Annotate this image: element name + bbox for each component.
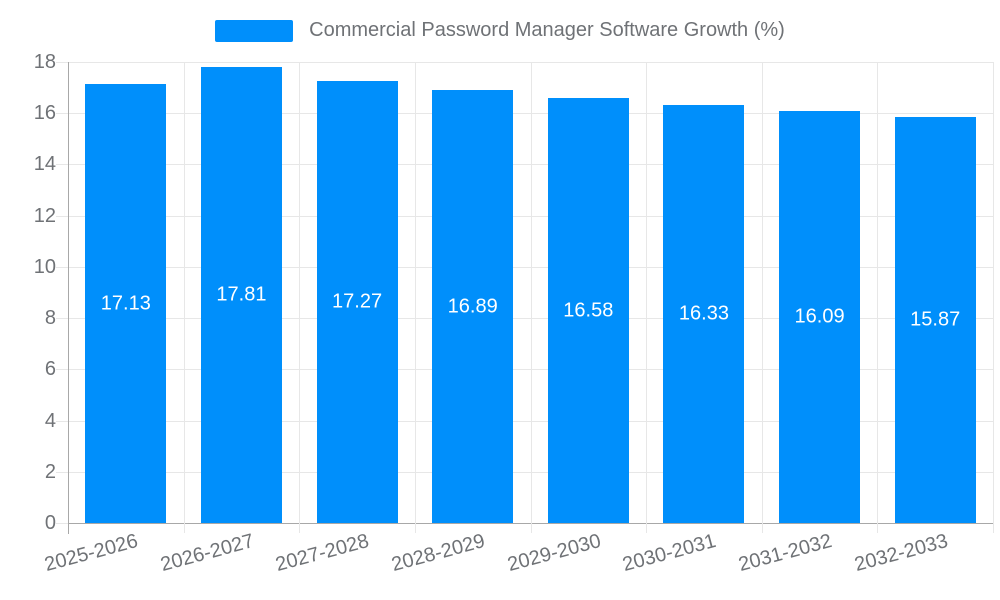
bar: 17.27 <box>316 80 398 523</box>
y-axis-tick <box>56 369 68 371</box>
x-axis-label: 2028-2029 <box>389 530 488 577</box>
y-axis-tick <box>56 164 68 166</box>
y-axis-label: 0 <box>44 512 56 534</box>
y-axis-tick <box>56 215 68 217</box>
x-axis-tick <box>761 523 763 533</box>
y-axis-tick <box>56 471 68 473</box>
bar-value-label: 17.27 <box>332 290 383 313</box>
x-axis-tick <box>183 523 185 533</box>
bar: 16.58 <box>547 98 629 523</box>
x-axis-tick <box>414 523 416 533</box>
bar: 17.81 <box>200 66 282 523</box>
x-axis-label: 2032-2033 <box>851 530 950 577</box>
legend-swatch <box>215 19 294 42</box>
legend[interactable]: Commercial Password Manager Software Gro… <box>0 19 1000 42</box>
x-axis-label: 2031-2032 <box>736 530 835 577</box>
x-gridline <box>761 62 763 523</box>
bar-value-label: 17.81 <box>216 283 267 306</box>
y-axis-tick <box>56 266 68 268</box>
x-axis-tick <box>993 523 994 533</box>
x-axis-tick <box>646 523 648 533</box>
y-axis-label: 6 <box>44 358 56 381</box>
y-axis-tick <box>56 420 68 422</box>
y-axis-tick <box>56 62 68 63</box>
bar-value-label: 16.33 <box>678 302 729 325</box>
bar: 15.87 <box>894 116 976 523</box>
x-axis-tick <box>877 523 879 533</box>
bar-value-label: 15.87 <box>910 308 961 331</box>
y-axis-label: 2 <box>44 460 56 483</box>
x-axis-label: 2027-2028 <box>273 530 372 577</box>
y-axis-tick <box>56 318 68 320</box>
x-axis-tick <box>299 523 301 533</box>
bar: 16.89 <box>432 90 514 523</box>
bar: 16.33 <box>663 104 745 523</box>
bar: 17.13 <box>85 84 167 523</box>
y-axis-line <box>68 62 69 534</box>
y-axis-tick <box>56 113 68 115</box>
x-gridline <box>530 62 532 523</box>
x-gridline <box>414 62 416 523</box>
x-axis-label: 2029-2030 <box>504 530 604 577</box>
x-gridline <box>299 62 301 523</box>
x-gridline <box>993 62 994 523</box>
y-axis-tick <box>56 523 68 524</box>
y-axis-label: 16 <box>33 102 56 125</box>
bar-value-label: 17.13 <box>100 292 151 315</box>
x-axis-tick <box>530 523 532 533</box>
x-axis-label: 2026-2027 <box>158 530 257 577</box>
bar-value-label: 16.89 <box>447 295 498 318</box>
bar-value-label: 16.58 <box>563 299 614 322</box>
x-axis-label: 2030-2031 <box>620 530 719 577</box>
y-axis-label: 4 <box>44 409 56 432</box>
y-axis-label: 14 <box>33 153 56 176</box>
x-axis-label: 2025-2026 <box>42 530 141 577</box>
y-axis-label: 12 <box>33 204 56 227</box>
bar-value-label: 16.09 <box>794 305 845 328</box>
x-gridline <box>646 62 648 523</box>
y-axis-label: 18 <box>33 51 56 73</box>
bar: 16.09 <box>779 110 861 523</box>
x-gridline <box>183 62 185 523</box>
plot-area: 17.13 17.81 17.27 16.89 16.58 16.33 16.09 15.87 <box>68 62 994 524</box>
x-gridline <box>877 62 879 523</box>
y-axis-label: 8 <box>44 307 56 330</box>
y-axis-label: 10 <box>33 255 56 278</box>
chart-title: Commercial Password Manager Software Gro… <box>309 19 785 41</box>
